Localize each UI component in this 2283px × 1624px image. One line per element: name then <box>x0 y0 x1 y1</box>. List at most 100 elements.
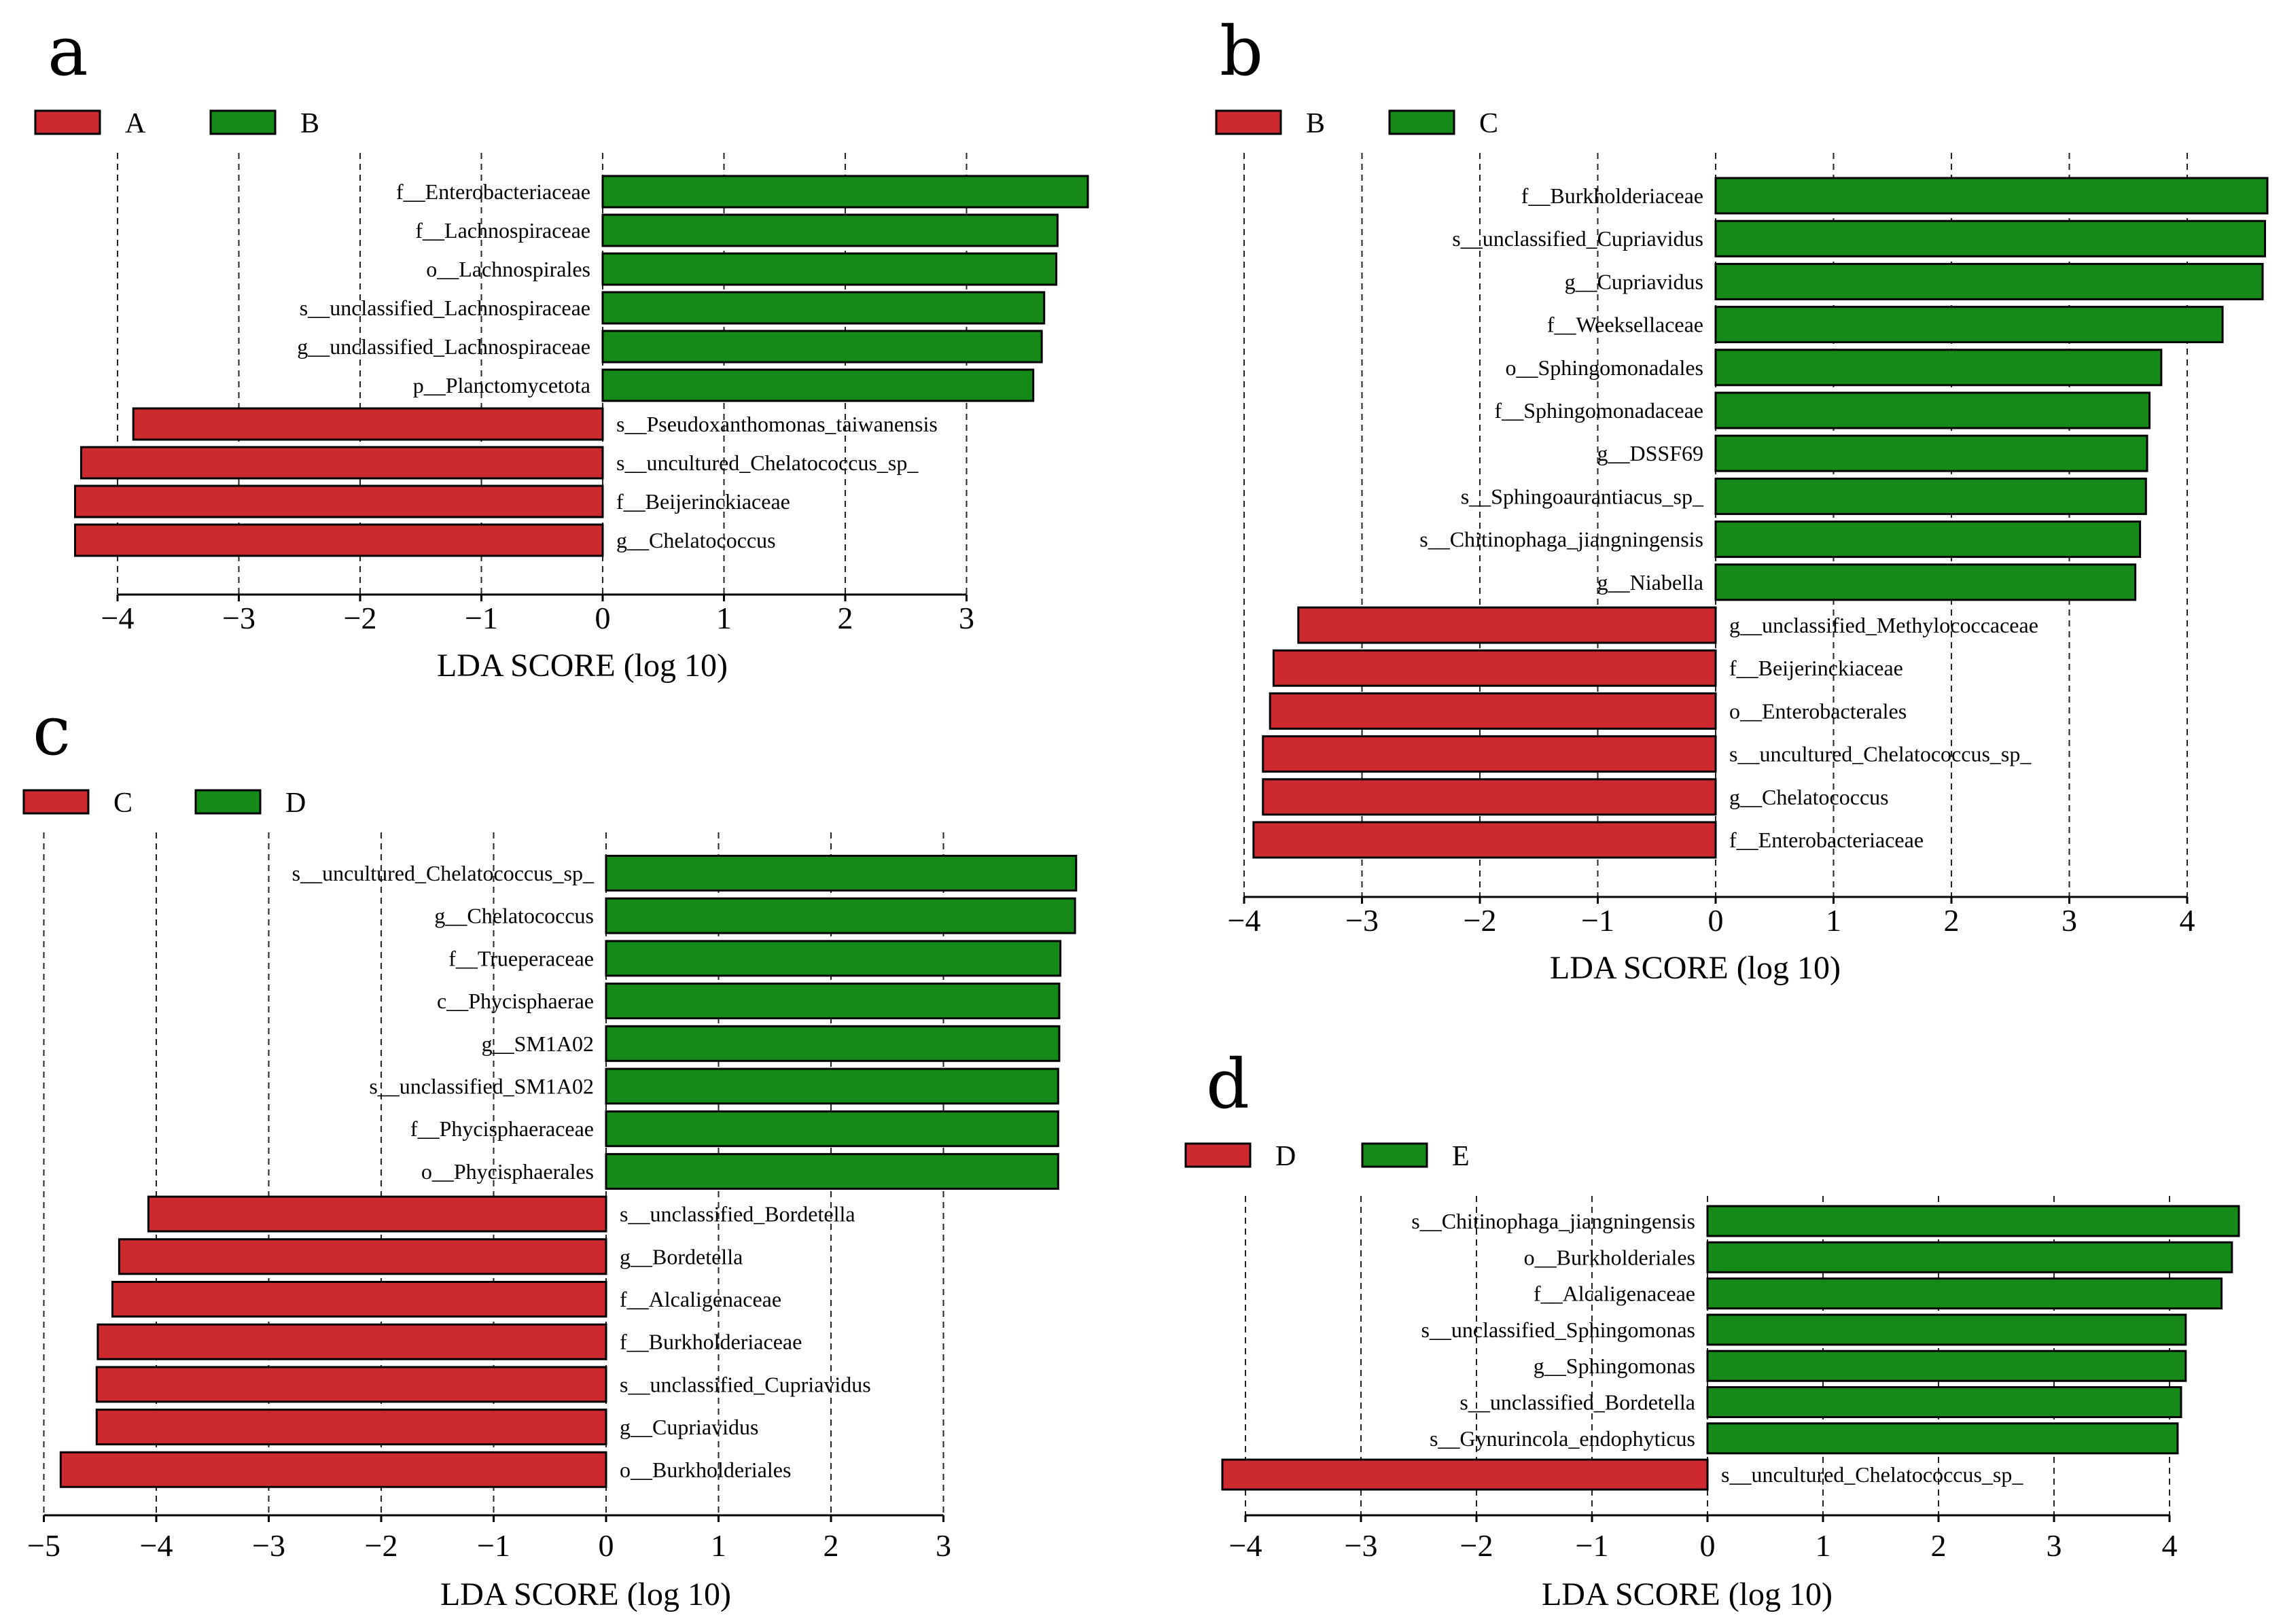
x-axis: −4 −3 −2 −1 0 1 2 3 <box>101 593 974 635</box>
bar-label: s__uncultured_Chelatococcus_sp_ <box>1721 1462 2023 1487</box>
legend-label-D: D <box>1275 1141 1296 1172</box>
x-tick-label: 3 <box>936 1528 951 1563</box>
bar-s__Chitinophaga_jiangningensis <box>1706 1205 2240 1237</box>
x-tick-label: 0 <box>1708 903 1724 938</box>
x-tick-label: 3 <box>959 601 974 635</box>
bar-s__unclassified_Bordetella <box>147 1195 607 1233</box>
bar-label: f__Alcaligenaceae <box>1534 1282 1695 1306</box>
bar-label: f__Weeksellaceae <box>1547 313 1703 337</box>
bar-s__unclassified_Lachnospiraceae <box>601 291 1046 325</box>
bar-label: f__Phycisphaeraceae <box>410 1116 594 1141</box>
x-tick-label: −1 <box>465 601 498 635</box>
bar-label: g__unclassified_Lachnospiraceae <box>297 334 590 359</box>
bar-label: f__Alcaligenaceae <box>620 1287 781 1311</box>
legend-label-E: E <box>1452 1141 1470 1172</box>
bar-label: g__Cupriavidus <box>1565 269 1703 294</box>
bar-label: g__Niabella <box>1597 570 1703 595</box>
bar-label: c__Phycisphaerae <box>437 989 594 1013</box>
legend-label-B: B <box>300 108 319 139</box>
bar-label: o__Sphingomonadales <box>1505 355 1703 380</box>
x-tick-label: −2 <box>365 1528 398 1563</box>
bar-label: s__Sphingoaurantiacus_sp_ <box>1461 484 1704 508</box>
legend-label-C: C <box>113 788 132 819</box>
bar-s__unclassified_Bordetella <box>1706 1386 2182 1418</box>
x-tick-label: −2 <box>1464 903 1497 938</box>
legend-swatch-B <box>209 109 277 135</box>
legend-swatch-D <box>194 789 262 815</box>
bar-f__Enterobacteriaceae <box>601 175 1089 209</box>
legend-label-D: D <box>285 788 306 819</box>
legend-label-C: C <box>1479 108 1498 139</box>
bar-label: s__unclassified_Cupriavidus <box>620 1372 871 1396</box>
bar-label: s__Pseudoxanthomonas_taiwanensis <box>616 412 938 436</box>
bar-s__Sphingoaurantiacus_sp_ <box>1714 477 2147 515</box>
bar-s__Pseudoxanthomonas_taiwanensis <box>132 407 604 441</box>
x-tick-label: −4 <box>101 601 135 635</box>
x-tick-label: 1 <box>1826 903 1841 938</box>
bar-label: g__Cupriavidus <box>620 1415 758 1439</box>
x-tick-label: −3 <box>222 601 255 635</box>
bar-label: o__Enterobacterales <box>1729 699 1907 723</box>
bar-o__Lachnospirales <box>601 252 1058 286</box>
x-tick-label: 1 <box>1816 1528 1831 1563</box>
bar-p__Planctomycetota <box>601 368 1035 402</box>
bar-label: f__Beijerinckiaceae <box>616 489 790 514</box>
x-tick-label: 2 <box>1931 1528 1947 1563</box>
bar-label: f__Sphingomonadaceae <box>1495 398 1703 423</box>
x-tick-label: 0 <box>1700 1528 1716 1563</box>
legend-swatch-A <box>34 109 101 135</box>
bar-f__Lachnospiraceae <box>601 213 1059 247</box>
x-tick-label: −3 <box>1345 1528 1378 1563</box>
bar-o__Sphingomonadales <box>1714 349 2163 387</box>
x-axis-title: LDA SCORE (log 10) <box>1550 950 1841 986</box>
x-tick-label: 2 <box>824 1528 839 1563</box>
bar-label: g__Chelatococcus <box>1729 785 1889 809</box>
legend-swatch-E <box>1361 1142 1428 1168</box>
bar-label: f__Trueperaceae <box>448 946 594 970</box>
bar-s__unclassified_Cupriavidus <box>95 1366 607 1403</box>
x-tick-label: 2 <box>838 601 853 635</box>
x-tick-label: 2 <box>1944 903 1960 938</box>
x-tick-label: −2 <box>1460 1528 1493 1563</box>
panel-letter-b: b <box>1220 12 1263 91</box>
bar-label: s__uncultured_Chelatococcus_sp_ <box>616 451 919 475</box>
bar-label: s__unclassified_SM1A02 <box>369 1074 594 1099</box>
legend-swatch-C <box>22 789 90 815</box>
bar-f__Burkholderiaceae <box>1714 177 2269 215</box>
x-tick-label: 4 <box>2162 1528 2178 1563</box>
bar-label: p__Planctomycetota <box>413 373 590 398</box>
bar-f__Enterobacteriaceae <box>1252 821 1717 859</box>
bar-f__Burkholderiaceae <box>96 1323 607 1360</box>
bar-label: s__uncultured_Chelatococcus_sp_ <box>1729 742 2032 766</box>
bar-label: o__Burkholderiales <box>1524 1245 1695 1269</box>
bar-g__Chelatococcus <box>1262 778 1717 816</box>
bar-o__Enterobacterales <box>1269 692 1717 730</box>
x-tick-label: −3 <box>252 1528 285 1563</box>
bar-f__Weeksellaceae <box>1714 306 2224 344</box>
x-tick-label: −1 <box>1581 903 1614 938</box>
legend-label-A: A <box>125 108 146 139</box>
bars: s__uncultured_Chelatococcus_sp_ g__Chelat… <box>59 855 1078 1488</box>
bar-label: f__Enterobacteriaceae <box>1729 828 1924 852</box>
bars: f__Burkholderiaceae s__unclassified_Cupri… <box>1252 177 2269 859</box>
bar-g__Chelatococcus <box>605 897 1076 934</box>
bar-s__unclassified_SM1A02 <box>605 1067 1059 1105</box>
x-tick-label: 0 <box>599 1528 614 1563</box>
bar-label: s__unclassified_Lachnospiraceae <box>300 296 590 320</box>
bar-label: o__Phycisphaerales <box>421 1159 594 1184</box>
x-tick-label: −5 <box>27 1528 60 1563</box>
x-tick-label: 3 <box>2047 1528 2062 1563</box>
bar-label: s__unclassified_Cupriavidus <box>1452 226 1703 251</box>
panel-letter-d: d <box>1206 1044 1250 1124</box>
bar-g__Niabella <box>1714 563 2137 601</box>
bar-s__uncultured_Chelatococcus_sp_ <box>605 855 1078 892</box>
x-tick-label: −4 <box>1229 1528 1262 1563</box>
bar-label: s__unclassified_Bordetella <box>1459 1390 1695 1415</box>
bar-f__Beijerinckiaceae <box>1272 649 1717 687</box>
panel-letter-a: a <box>48 12 88 91</box>
bar-label: s__Chitinophaga_jiangningensis <box>1411 1209 1695 1233</box>
bar-o__Burkholderiales <box>1706 1241 2233 1273</box>
